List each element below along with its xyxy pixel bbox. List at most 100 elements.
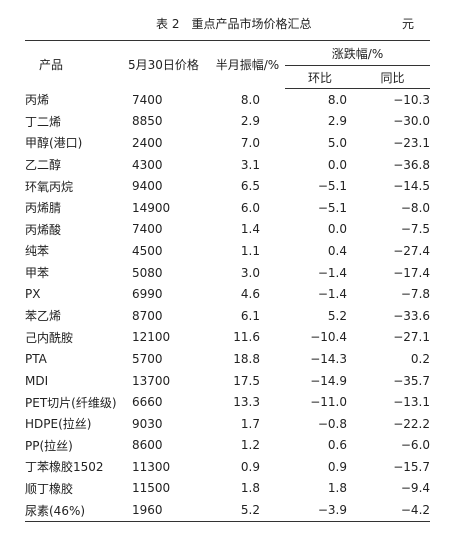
product-name-cell: 尿素(46%)	[25, 499, 120, 522]
mom-change-cell: 0.6	[327, 438, 347, 453]
price-cell: 5080	[132, 265, 163, 280]
table-title: 表 2 重点产品市场价格汇总	[156, 17, 312, 31]
half-month-amplitude-cell: 2.9	[240, 114, 260, 129]
mom-change-cell: 5.0	[327, 135, 347, 150]
product-name-cell: 甲苯	[25, 266, 50, 281]
table-caption: 表 2 重点产品市场价格汇总 元	[0, 14, 454, 34]
yoy-change-cell: −33.6	[393, 308, 431, 323]
table-row: 环氧丙烷 9400 6.5 −5.1 −14.5	[25, 175, 430, 197]
product-name-cell: PET切片(纤维级)	[25, 395, 117, 410]
product-name-cell: 顺丁橡胶	[25, 481, 74, 496]
price-cell: 9400	[132, 179, 163, 194]
half-month-amplitude-cell: 4.6	[240, 287, 260, 302]
mom-change-cell: −14.9	[310, 373, 347, 388]
table-row: 丁苯橡胶1502 11300 0.9 0.9 −15.7	[25, 456, 430, 478]
price-cell: 9030	[132, 416, 163, 431]
table-row: MDI 13700 17.5 −14.9 −35.7	[25, 370, 430, 392]
half-month-amplitude-cell: 18.8	[233, 351, 260, 366]
product-name-cell: 丁苯橡胶1502	[25, 460, 104, 475]
price-cell: 8600	[132, 438, 163, 453]
half-month-amplitude-cell: 3.1	[240, 157, 260, 172]
product-name-cell: 纯苯	[25, 244, 50, 259]
table-row: PX 6990 4.6 −1.4 −7.8	[25, 283, 430, 305]
price-cell: 6660	[132, 395, 163, 410]
table-row: PP(拉丝) 8600 1.2 0.6 −6.0	[25, 435, 430, 457]
product-name-cell: 丙烯腈	[25, 201, 62, 216]
mom-change-cell: 0.9	[327, 459, 347, 474]
price-cell: 7400	[132, 222, 163, 237]
yoy-change-cell: −4.2	[355, 499, 431, 522]
product-name-cell: 丁二烯	[25, 114, 62, 129]
half-month-amplitude-cell: 6.5	[240, 179, 260, 194]
mom-change-cell: 0.0	[327, 222, 347, 237]
price-cell: 11300	[132, 459, 171, 474]
mom-change-cell: 0.4	[327, 243, 347, 258]
table-row: 乙二醇 4300 3.1 0.0 −36.8	[25, 154, 430, 176]
yoy-change-cell: −10.3	[393, 92, 431, 107]
product-name-cell: 乙二醇	[25, 158, 62, 173]
yoy-change-cell: −22.2	[393, 416, 431, 431]
mom-change-cell: −10.4	[310, 330, 347, 345]
half-month-amplitude-cell: 7.0	[240, 135, 260, 150]
yoy-change-cell: −17.4	[393, 265, 431, 280]
yoy-change-cell: 0.2	[410, 351, 431, 366]
half-month-amplitude-cell: 3.0	[240, 265, 260, 280]
price-cell: 2400	[132, 135, 163, 150]
header-half-month-amplitude: 半月振幅/%	[210, 40, 285, 89]
table-row: 顺丁橡胶 11500 1.8 1.8 −9.4	[25, 478, 430, 500]
price-cell: 4500	[132, 243, 163, 258]
yoy-change-cell: −14.5	[393, 179, 431, 194]
yoy-change-cell: −23.1	[393, 135, 431, 150]
header-change-group: 涨跌幅/%	[285, 40, 431, 66]
mom-change-cell: −11.0	[310, 395, 347, 410]
table-row: 甲醇(港口) 2400 7.0 5.0 −23.1	[25, 132, 430, 154]
price-cell: 1960	[120, 499, 210, 522]
mom-change-cell: −1.4	[317, 265, 347, 280]
table-header: 产品 5月30日价格 半月振幅/% 涨跌幅/% 环比 同比	[25, 40, 431, 89]
mom-change-cell: −3.9	[285, 499, 355, 522]
mom-change-cell: 8.0	[327, 92, 347, 107]
header-price: 5月30日价格	[120, 40, 210, 89]
yoy-change-cell: −30.0	[393, 114, 431, 129]
price-cell: 14900	[132, 200, 171, 215]
half-month-amplitude-cell: 5.2	[210, 499, 285, 522]
mom-change-cell: 2.9	[327, 114, 347, 129]
half-month-amplitude-cell: 8.0	[240, 92, 260, 107]
product-name-cell: HDPE(拉丝)	[25, 417, 92, 432]
product-name-cell: MDI	[25, 373, 49, 388]
half-month-amplitude-cell: 1.1	[240, 243, 260, 258]
yoy-change-cell: −9.4	[400, 481, 431, 496]
half-month-amplitude-cell: 17.5	[233, 373, 260, 388]
product-name-cell: 甲醇(港口)	[25, 136, 83, 151]
table-row: 尿素(46%) 1960 5.2 −3.9 −4.2	[25, 499, 431, 522]
half-month-amplitude-cell: 13.3	[233, 395, 260, 410]
yoy-change-cell: −27.4	[393, 243, 431, 258]
table-row: 纯苯 4500 1.1 0.4 −27.4	[25, 240, 430, 262]
yoy-change-cell: −15.7	[393, 459, 431, 474]
table-row: 苯乙烯 8700 6.1 5.2 −33.6	[25, 305, 430, 327]
table-row: HDPE(拉丝) 9030 1.7 −0.8 −22.2	[25, 413, 430, 435]
yoy-change-cell: −6.0	[400, 438, 431, 453]
half-month-amplitude-cell: 11.6	[233, 330, 260, 345]
price-cell: 8850	[132, 114, 163, 129]
product-name-cell: PP(拉丝)	[25, 438, 73, 453]
half-month-amplitude-cell: 6.0	[240, 200, 260, 215]
header-product: 产品	[25, 40, 120, 89]
yoy-change-cell: −8.0	[400, 200, 431, 215]
header-mom: 环比	[285, 65, 355, 89]
half-month-amplitude-cell: 1.8	[240, 481, 260, 496]
half-month-amplitude-cell: 6.1	[240, 308, 260, 323]
mom-change-cell: −5.1	[317, 200, 347, 215]
price-cell: 13700	[132, 373, 171, 388]
table-row: 己内酰胺 12100 11.6 −10.4 −27.1	[25, 327, 430, 349]
price-cell: 4300	[132, 157, 163, 172]
mom-change-cell: 1.8	[327, 481, 347, 496]
mom-change-cell: −5.1	[317, 179, 347, 194]
price-cell: 6990	[132, 287, 163, 302]
product-name-cell: 丙烯	[25, 93, 50, 108]
table-row: 丙烯腈 14900 6.0 −5.1 −8.0	[25, 197, 430, 219]
table-row: PET切片(纤维级) 6660 13.3 −11.0 −13.1	[25, 391, 430, 413]
half-month-amplitude-cell: 1.4	[240, 222, 260, 237]
half-month-amplitude-cell: 1.7	[240, 416, 260, 431]
